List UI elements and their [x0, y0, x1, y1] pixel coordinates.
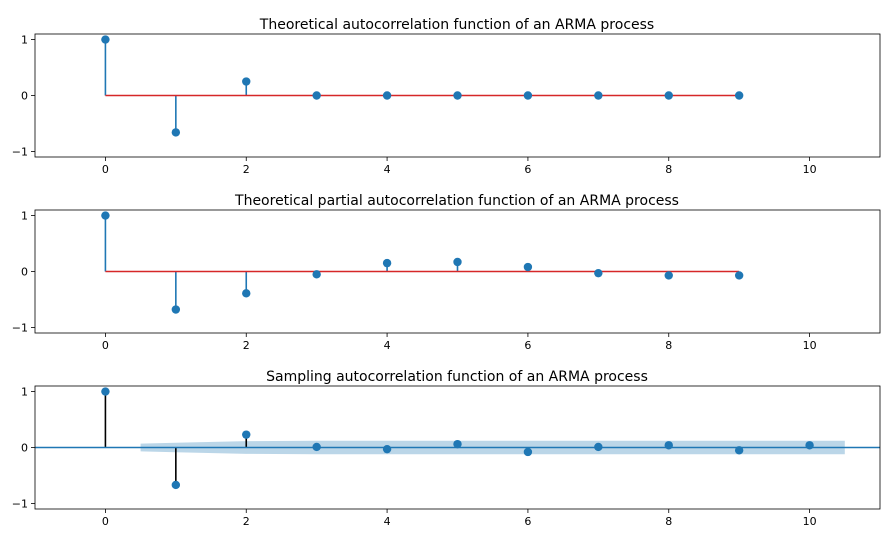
data-point	[101, 387, 110, 396]
x-tick-label: 6	[524, 339, 531, 352]
data-point	[805, 441, 814, 450]
panel-title: Theoretical partial autocorrelation func…	[234, 193, 679, 209]
data-point	[171, 128, 181, 137]
data-point	[594, 91, 603, 100]
data-point	[171, 480, 181, 490]
data-point	[734, 91, 744, 100]
x-tick-label: 4	[384, 339, 391, 352]
y-tick-label: 0	[21, 266, 28, 279]
y-tick-label: −1	[12, 497, 28, 510]
x-tick-label: 6	[524, 515, 531, 528]
data-point	[382, 91, 392, 100]
x-tick-label: 6	[524, 163, 531, 176]
y-tick-label: 0	[21, 90, 28, 103]
x-tick-label: 0	[102, 339, 109, 352]
data-point	[734, 446, 744, 455]
x-tick-label: 8	[665, 163, 672, 176]
plot-area	[101, 35, 744, 137]
x-tick-label: 10	[803, 339, 817, 352]
x-tick-label: 2	[243, 339, 250, 352]
y-tick-label: 0	[21, 442, 28, 455]
data-point	[453, 91, 462, 100]
y-tick-label: −1	[12, 145, 28, 158]
panel-title: Sampling autocorrelation function of an …	[266, 369, 648, 385]
data-point	[664, 91, 673, 100]
data-point	[453, 257, 462, 267]
data-point	[664, 441, 673, 450]
plot-area	[35, 387, 880, 490]
plot-area	[101, 211, 744, 314]
acf-sampling-panel: Sampling autocorrelation function of an …	[12, 369, 881, 528]
x-tick-label: 4	[384, 163, 391, 176]
data-point	[382, 444, 392, 454]
data-point	[312, 442, 321, 452]
y-tick-label: 1	[21, 386, 28, 399]
data-point	[523, 447, 533, 457]
y-tick-label: 1	[21, 34, 28, 47]
data-point	[171, 305, 181, 314]
data-point	[312, 91, 321, 100]
x-tick-label: 8	[665, 515, 672, 528]
data-point	[523, 262, 533, 272]
x-tick-label: 2	[243, 163, 250, 176]
data-point	[594, 442, 603, 452]
data-point	[664, 271, 673, 280]
acf-theoretical-panel: Theoretical autocorrelation function of …	[12, 17, 881, 176]
x-tick-label: 10	[803, 515, 817, 528]
x-tick-label: 0	[102, 163, 109, 176]
y-tick-label: −1	[12, 321, 28, 334]
data-point	[312, 270, 321, 279]
x-tick-label: 2	[243, 515, 250, 528]
panel-title: Theoretical autocorrelation function of …	[259, 17, 654, 33]
x-tick-label: 0	[102, 515, 109, 528]
data-point	[734, 271, 744, 280]
x-tick-label: 8	[665, 339, 672, 352]
data-point	[382, 258, 392, 268]
data-point	[594, 268, 603, 278]
data-point	[242, 289, 251, 298]
data-point	[101, 211, 110, 220]
pacf-theoretical-panel: Theoretical partial autocorrelation func…	[12, 193, 881, 352]
data-point	[242, 430, 251, 439]
x-tick-label: 10	[803, 163, 817, 176]
data-point	[101, 35, 110, 44]
data-point	[242, 77, 251, 86]
data-point	[523, 91, 533, 100]
data-point	[453, 439, 462, 449]
x-tick-label: 4	[384, 515, 391, 528]
y-tick-label: 1	[21, 210, 28, 223]
